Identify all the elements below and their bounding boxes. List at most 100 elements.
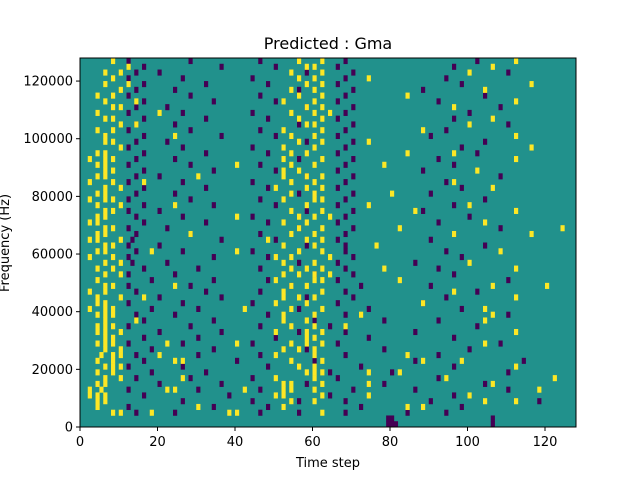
heatmap-cell-low xyxy=(165,225,170,232)
heatmap-cell-low xyxy=(142,115,147,122)
heatmap-cell-low xyxy=(421,207,426,214)
heatmap-cell-high xyxy=(281,271,286,278)
heatmap-cell-high xyxy=(490,311,495,318)
y-tick-label: 60000 xyxy=(32,248,73,263)
heatmap-cell-low xyxy=(452,363,457,370)
heatmap-cell-high xyxy=(103,334,108,341)
heatmap-cell-low xyxy=(459,184,464,191)
heatmap-cell-high xyxy=(103,81,108,88)
heatmap-cell-low xyxy=(266,150,271,157)
heatmap-cell-low xyxy=(297,305,302,312)
heatmap-cell-high xyxy=(235,248,240,255)
heatmap-cell-low xyxy=(359,363,364,370)
heatmap-cell-low xyxy=(134,86,139,93)
heatmap-cell-low xyxy=(173,156,178,163)
heatmap-cell-high xyxy=(273,277,278,284)
heatmap-cell-high xyxy=(421,127,426,134)
heatmap-cell-low xyxy=(304,207,309,214)
heatmap-cell-high xyxy=(281,311,286,318)
heatmap-cell-high xyxy=(111,104,116,111)
heatmap-cell-high xyxy=(312,121,317,128)
heatmap-cell-low xyxy=(413,328,418,336)
heatmap-cell-high xyxy=(297,213,302,220)
heatmap-cell-high xyxy=(452,288,457,295)
heatmap-cell-high xyxy=(95,294,100,301)
heatmap-cell-low xyxy=(444,248,449,255)
heatmap-cell-high xyxy=(421,300,426,307)
heatmap-cell-high xyxy=(382,161,387,168)
heatmap-cell-high xyxy=(111,179,116,186)
heatmap-cell-high xyxy=(297,248,302,255)
heatmap-cell-high xyxy=(95,380,100,387)
heatmap-cell-high xyxy=(467,259,472,266)
heatmap-cell-low xyxy=(297,156,302,163)
heatmap-cell-low xyxy=(188,323,193,330)
heatmap-cell-high xyxy=(289,357,294,364)
heatmap-cell-low xyxy=(436,317,441,324)
heatmap-cell-low xyxy=(142,132,147,140)
heatmap-cell-low xyxy=(304,380,309,387)
x-tick-label: 0 xyxy=(76,435,84,450)
heatmap-cell-high xyxy=(103,242,108,249)
heatmap-cell-low xyxy=(297,328,302,336)
heatmap-cell-high xyxy=(320,92,325,99)
heatmap-cell-low xyxy=(273,167,278,174)
heatmap-cell-low xyxy=(130,259,135,266)
heatmap-cell-high xyxy=(103,138,108,145)
heatmap-cell-high xyxy=(103,323,108,330)
heatmap-cell-high xyxy=(297,138,302,145)
heatmap-cell-low xyxy=(483,196,488,203)
heatmap-cell-low xyxy=(297,409,302,416)
heatmap-cell-low xyxy=(335,259,340,266)
x-tick-label: 80 xyxy=(382,435,399,450)
heatmap-cell-low xyxy=(126,242,131,249)
heatmap-cell-high xyxy=(95,248,100,255)
heatmap-cell-low xyxy=(196,386,201,393)
heatmap-cell-high xyxy=(118,184,123,191)
heatmap-cell-low xyxy=(250,144,255,151)
heatmap-cell-low xyxy=(266,115,271,122)
heatmap-cell-high xyxy=(320,58,325,65)
heatmap-cell-high xyxy=(188,230,193,238)
heatmap-cell-low xyxy=(258,323,263,330)
heatmap-cell-low xyxy=(258,230,263,238)
heatmap-cell-high xyxy=(289,161,294,168)
heatmap-cell-high xyxy=(312,190,317,197)
heatmap-cell-high xyxy=(103,196,108,203)
heatmap-cell-low xyxy=(142,219,147,226)
heatmap-cell-low xyxy=(452,115,457,122)
heatmap-cell-low xyxy=(142,334,147,341)
heatmap-cell-low xyxy=(250,109,255,116)
heatmap-cell-low xyxy=(134,230,139,238)
heatmap-cell-low xyxy=(211,98,216,105)
heatmap-cell-low xyxy=(382,380,387,387)
heatmap-cell-high xyxy=(328,213,333,220)
heatmap-cell-high xyxy=(111,265,116,272)
heatmap-cell-high xyxy=(95,236,100,243)
heatmap-cell-low xyxy=(405,409,410,416)
heatmap-cell-low xyxy=(444,179,449,186)
heatmap-cell-high xyxy=(366,202,371,209)
heatmap-cell-high xyxy=(328,271,333,278)
heatmap-cell-high xyxy=(118,352,123,359)
heatmap-cell-high xyxy=(103,132,108,140)
heatmap-cell-low xyxy=(126,225,131,232)
heatmap-cell-high xyxy=(304,317,309,324)
heatmap-cell-low xyxy=(498,104,503,111)
heatmap-cell-high xyxy=(99,386,104,393)
heatmap-cell-high xyxy=(103,190,108,197)
heatmap-cell-low xyxy=(157,242,162,249)
heatmap-cell-low xyxy=(351,254,356,261)
heatmap-cell-high xyxy=(366,380,371,387)
heatmap-cell-high xyxy=(281,317,286,324)
heatmap-cell-high xyxy=(421,403,426,411)
heatmap-cell-high xyxy=(281,219,286,226)
heatmap-cell-low xyxy=(250,398,255,405)
heatmap-cell-low xyxy=(273,236,278,243)
heatmap-cell-high xyxy=(87,179,92,186)
heatmap-cell-high xyxy=(366,392,371,399)
heatmap-cell-high xyxy=(289,69,294,76)
heatmap-cell-low xyxy=(219,63,224,70)
heatmap-cell-high xyxy=(514,58,519,65)
